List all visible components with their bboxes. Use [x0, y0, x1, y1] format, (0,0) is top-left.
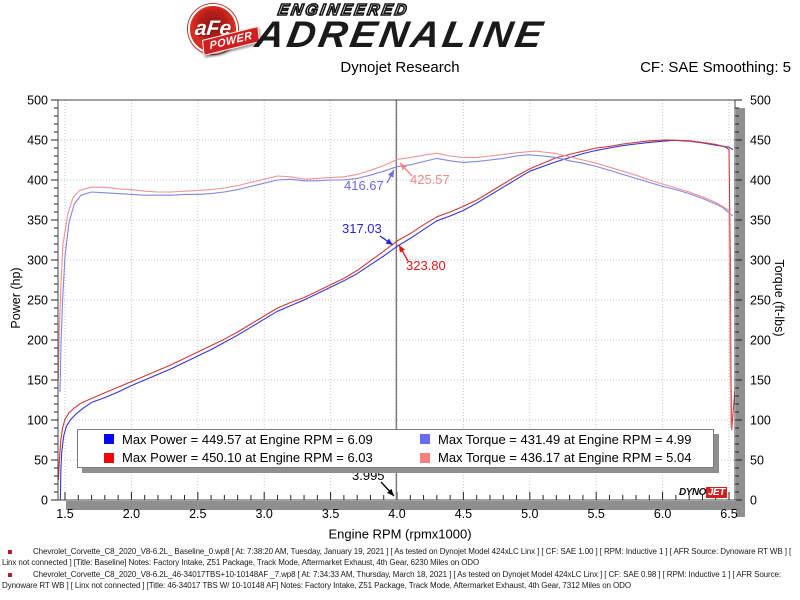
legend-box[interactable]: Max Power = 449.57 at Engine RPM = 6.09 M… [77, 429, 714, 468]
x-tick-label: 6.0 [654, 507, 671, 521]
legend-item: Max Torque = 436.17 at Engine RPM = 5.04 [420, 450, 713, 465]
y-tick-label-right: 200 [750, 334, 771, 348]
y-tick-label-left: 50 [34, 454, 48, 468]
plot-shadow-bottom [66, 501, 745, 510]
left-axis-title: Power (hp) [9, 267, 23, 329]
run-text: Chevrolet_Corvette_C8_2020_V8-6.2L_46-34… [2, 570, 781, 590]
y-tick-label-left: 100 [27, 414, 48, 428]
run-text: Chevrolet_Corvette_C8_2020_V8-6.2L_ Base… [2, 547, 792, 567]
logo-wordmark: ENGINEERED ADRENALINE [252, 1, 636, 55]
legend-swatch-icon [104, 434, 114, 445]
dynojet-watermark-dyno: DYNO [679, 487, 706, 498]
y-tick-label-right: 350 [750, 214, 771, 228]
legend-item: Max Torque = 431.49 at Engine RPM = 4.99 [420, 432, 713, 447]
x-tick-label: 5.5 [588, 507, 605, 521]
x-tick-label: 1.5 [56, 507, 73, 521]
legend-item: Max Power = 449.57 at Engine RPM = 6.09 [104, 432, 420, 447]
power-baseline-curve [59, 139, 734, 500]
y-tick-label-right: 500 [750, 94, 771, 108]
torque-tuned-curve [58, 150, 732, 429]
legend-label: Max Torque = 436.17 at Engine RPM = 5.04 [438, 450, 692, 466]
y-tick-label-right: 400 [750, 174, 771, 188]
y-tick-label-right: 250 [750, 294, 771, 308]
legend-item: Max Power = 450.10 at Engine RPM = 6.03 [104, 450, 420, 465]
y-tick-label-left: 400 [27, 174, 48, 188]
correction-factor-label: CF: SAE Smoothing: 5 [640, 59, 791, 76]
legend-swatch-icon [104, 452, 114, 463]
y-tick-label-right: 0 [750, 494, 757, 508]
plot-border [57, 99, 736, 501]
legend-swatch-icon [420, 434, 430, 445]
afe-badge-icon: aFe POWER [186, 3, 264, 57]
annotation-label: 425.57 [410, 172, 450, 187]
x-tick-label: 2.0 [123, 507, 140, 521]
x-tick-label: 5.0 [521, 507, 538, 521]
right-axis-title: Torque (ft-lbs) [772, 259, 786, 337]
y-tick-label-right: 150 [750, 374, 771, 388]
run-entry: Chevrolet_Corvette_C8_2020_V8-6.2L_ Base… [2, 547, 797, 568]
run-info: Chevrolet_Corvette_C8_2020_V8-6.2L_ Base… [0, 547, 797, 593]
torque-baseline-curve [59, 154, 734, 393]
y-tick-label-right: 300 [750, 254, 771, 268]
y-tick-label-left: 250 [27, 294, 48, 308]
x-tick-label: 2.5 [189, 507, 206, 521]
y-tick-label-right: 50 [750, 454, 764, 468]
y-tick-label-left: 0 [41, 494, 48, 508]
dynojet-watermark-jet: JET [705, 487, 727, 498]
y-tick-label-left: 150 [27, 374, 48, 388]
x-tick-label: 4.0 [388, 507, 405, 521]
logo-adrenaline-text: ADRENALINE [252, 14, 549, 55]
annotation-label: 323.80 [406, 258, 446, 273]
run-bullet-icon [8, 550, 12, 554]
y-tick-label-left: 450 [27, 134, 48, 148]
legend-label: Max Power = 450.10 at Engine RPM = 6.03 [122, 450, 373, 466]
annotation-arrowhead [399, 245, 406, 253]
y-tick-label-right: 450 [750, 134, 771, 148]
x-tick-label: 6.5 [720, 507, 737, 521]
chart-title: Dynojet Research [340, 59, 460, 76]
annotation-label: 416.67 [344, 178, 384, 193]
legend-swatch-icon [420, 452, 430, 463]
afe-logo: aFe POWER ENGINEERED ADRENALINE [0, 0, 800, 57]
dynojet-watermark: DYNO JET [679, 487, 727, 498]
x-tick-label: 4.5 [455, 507, 472, 521]
y-tick-label-left: 350 [27, 214, 48, 228]
x-tick-label: 3.0 [256, 507, 273, 521]
run-entry: Chevrolet_Corvette_C8_2020_V8-6.2L_46-34… [2, 570, 797, 591]
y-tick-label-left: 300 [27, 254, 48, 268]
y-tick-label-left: 500 [27, 94, 48, 108]
y-tick-label-right: 100 [750, 414, 771, 428]
x-axis-title: Engine RPM (rpmx1000) [328, 526, 472, 542]
x-tick-label: 3.5 [322, 507, 339, 521]
power-tuned-curve [58, 139, 735, 481]
annotation-label: 3.995 [352, 468, 385, 483]
annotation-arrowhead [385, 238, 393, 245]
dyno-chart: 0 0 50 50 100 100 150 150 200 200 250 250 300 300 350 3… [27, 94, 771, 522]
plot-shadow-right [736, 108, 745, 517]
annotation-arrowhead [387, 488, 394, 496]
legend-label: Max Power = 449.57 at Engine RPM = 6.09 [122, 431, 373, 447]
legend-label: Max Torque = 431.49 at Engine RPM = 4.99 [438, 431, 692, 447]
annotation-label: 317.03 [342, 221, 382, 236]
run-bullet-icon [8, 573, 12, 577]
annotation-arrowhead [388, 170, 394, 178]
y-tick-label-left: 200 [27, 334, 48, 348]
annotation-arrowhead [400, 163, 407, 171]
